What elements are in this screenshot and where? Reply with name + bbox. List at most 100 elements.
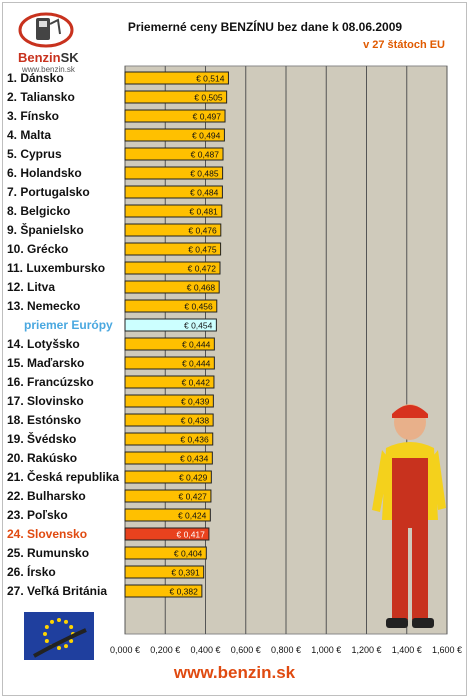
bar-value-label: € 0,391	[171, 568, 200, 578]
bar-value-label: € 0,481	[189, 207, 218, 217]
flag-star	[69, 639, 74, 643]
logo-url: www.benzin.sk	[22, 65, 75, 74]
bar-value-label: € 0,439	[181, 397, 210, 407]
category-label: 8. Belgicko	[7, 204, 70, 218]
x-tick-label: 1,600 €	[432, 645, 462, 655]
benzin-logo[interactable]: BenzinSK www.benzin.sk	[6, 10, 88, 74]
bar	[124, 185, 223, 199]
bar	[124, 90, 228, 104]
x-tick-label: 0,800 €	[271, 645, 301, 655]
bar	[124, 584, 203, 598]
logo-brand: BenzinSK	[18, 50, 79, 65]
x-tick-label: 0,400 €	[190, 645, 220, 655]
flag-star	[44, 639, 49, 643]
bar-value-label: € 0,382	[170, 587, 199, 597]
category-label: 19. Švédsko	[7, 431, 76, 446]
bar	[124, 71, 229, 85]
category-label: 23. Poľsko	[7, 508, 68, 522]
bar-value-label: € 0,427	[179, 492, 208, 502]
bar-value-label: € 0,485	[190, 169, 219, 179]
category-label: 18. Estónsko	[7, 413, 81, 427]
x-tick-label: 0,200 €	[150, 645, 180, 655]
category-label: 16. Francúzsko	[7, 375, 94, 389]
bar	[124, 318, 217, 332]
category-label: 27. Veľká Británia	[7, 584, 107, 598]
fuel-pump-icon	[18, 12, 74, 48]
flag-star	[64, 619, 68, 624]
bar	[124, 261, 221, 275]
category-label: 14. Lotyšsko	[7, 337, 80, 351]
x-tick-label: 0,600 €	[231, 645, 261, 655]
category-label: 5. Cyprus	[7, 147, 62, 161]
bars: € 0,514 € 0,505 € 0,497 € 0,494 € 0,487 € 0,4…	[124, 71, 229, 598]
bar-value-label: € 0,404	[174, 549, 203, 559]
bar	[124, 204, 223, 218]
category-label: 24. Slovensko	[7, 527, 87, 541]
category-label: priemer Európy	[24, 318, 113, 332]
category-label: 11. Luxembursko	[7, 261, 105, 275]
bar	[124, 337, 215, 351]
category-label: 9. Španielsko	[7, 222, 84, 237]
bar-value-label: € 0,487	[191, 150, 220, 160]
flag-star	[64, 644, 68, 649]
flag-star	[44, 625, 49, 629]
bar	[124, 508, 211, 522]
bar-value-label: € 0,475	[188, 245, 217, 255]
bar-value-label: € 0,417	[177, 530, 206, 540]
x-tick-label: 1,000 €	[311, 645, 341, 655]
category-label: 7. Portugalsko	[7, 185, 90, 199]
chart-title: Priemerné ceny BENZÍNU bez dane k 08.06.…	[127, 20, 403, 34]
bar-value-label: € 0,454	[184, 321, 213, 331]
bar	[124, 451, 213, 465]
category-label: 1. Dánsko	[7, 71, 64, 85]
flag-star	[57, 618, 61, 622]
bar	[124, 128, 225, 142]
bar	[124, 489, 212, 503]
eu-flag-image	[24, 612, 94, 660]
bar-value-label: € 0,484	[190, 188, 219, 198]
category-label: 25. Rumunsko	[7, 546, 89, 560]
bar	[124, 356, 215, 370]
x-tick-label: 1,400 €	[392, 645, 422, 655]
category-label: 13. Nemecko	[7, 299, 80, 313]
category-label: 26. Írsko	[7, 564, 56, 579]
category-label: 17. Slovinsko	[7, 394, 84, 408]
bar	[124, 394, 214, 408]
bar-value-label: € 0,438	[181, 416, 210, 426]
category-label: 22. Bulharsko	[7, 489, 86, 503]
bar	[124, 242, 222, 256]
footer-website[interactable]: www.benzin.sk	[173, 663, 296, 682]
bar-value-label: € 0,505	[194, 93, 223, 103]
bar	[124, 375, 215, 389]
bar-value-label: € 0,444	[182, 340, 211, 350]
bar	[124, 109, 226, 123]
bar	[124, 166, 224, 180]
bar-value-label: € 0,476	[188, 226, 217, 236]
category-label: 4. Malta	[7, 128, 51, 142]
flag-star	[69, 625, 74, 629]
category-label: 10. Grécko	[7, 242, 68, 256]
bar-value-label: € 0,456	[184, 302, 213, 312]
bar	[124, 565, 205, 579]
bar	[124, 280, 220, 294]
bar-value-label: € 0,468	[187, 283, 216, 293]
eu-flag-icon	[24, 612, 94, 660]
bar-value-label: € 0,494	[192, 131, 221, 141]
category-labels: 1. Dánsko 2. Taliansko 3. Fínsko 4. Malta 5.…	[7, 71, 119, 598]
mascot-figure-icon	[372, 404, 446, 628]
bar-value-label: € 0,436	[180, 435, 209, 445]
bar-value-label: € 0,424	[178, 511, 207, 521]
bar	[124, 432, 214, 446]
mascot-illustration	[362, 400, 452, 640]
category-label: 15. Maďarsko	[7, 356, 84, 370]
category-label: 20. Rakúsko	[7, 451, 77, 465]
bar-value-label: € 0,442	[182, 378, 211, 388]
category-label: 2. Taliansko	[7, 90, 75, 104]
bar-value-label: € 0,472	[188, 264, 217, 274]
x-tick-label: 1,200 €	[351, 645, 381, 655]
category-label: 6. Holandsko	[7, 166, 82, 180]
bar-value-label: € 0,514	[196, 74, 225, 84]
bar-value-label: € 0,497	[193, 112, 222, 122]
flag-star	[50, 619, 54, 624]
